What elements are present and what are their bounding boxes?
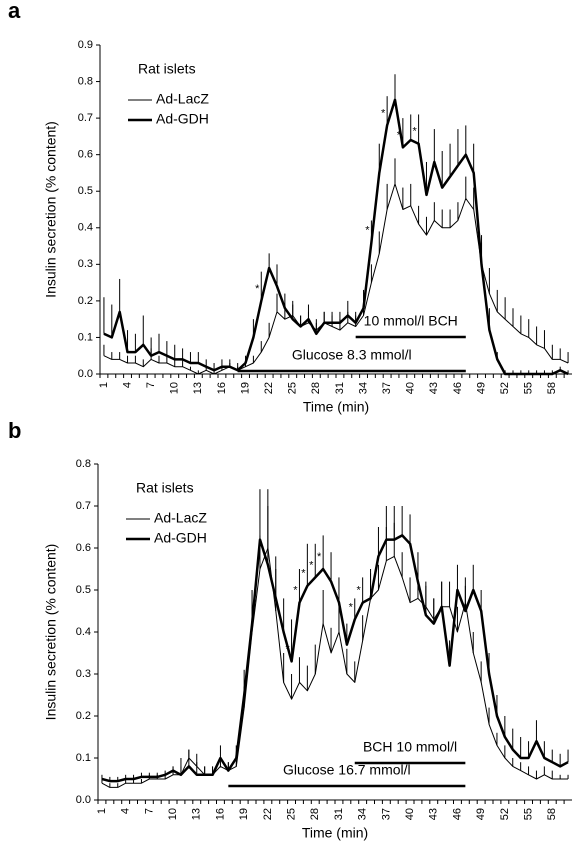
x-tick-label: 52 — [499, 382, 511, 394]
series-line — [101, 534, 569, 783]
x-tick-label: 43 — [428, 382, 440, 394]
y-tick-label: 0.1 — [76, 752, 91, 764]
x-axis-title: Time (min) — [302, 825, 368, 841]
significance-mark: * — [317, 551, 322, 563]
period-label: Glucose 16.7 mmol/l — [283, 762, 411, 778]
period-label: Glucose 8.3 mmol/l — [292, 347, 412, 363]
x-tick-label: 4 — [120, 808, 132, 814]
x-tick-label: 52 — [499, 808, 511, 820]
y-tick-label: 0.7 — [78, 112, 93, 124]
x-tick-label: 25 — [285, 808, 297, 820]
significance-mark: * — [357, 585, 362, 597]
significance-mark: * — [397, 129, 402, 141]
y-tick-label: 0.2 — [76, 710, 91, 722]
significance-mark: * — [349, 601, 354, 613]
legend-label: Ad-LacZ — [154, 510, 207, 526]
significance-mark: * — [365, 224, 370, 236]
x-tick-label: 16 — [214, 808, 226, 820]
x-tick-label: 40 — [405, 382, 417, 394]
x-tick-label: 43 — [428, 808, 440, 820]
y-tick-label: 0.3 — [78, 258, 93, 270]
y-tick-label: 0.4 — [76, 626, 91, 638]
x-tick-label: 22 — [262, 808, 274, 820]
x-tick-label: 49 — [475, 382, 487, 394]
y-tick-label: 0.0 — [76, 794, 91, 806]
x-tick-label: 58 — [546, 382, 558, 394]
legend-label: Ad-GDH — [156, 111, 209, 127]
y-tick-label: 0.5 — [76, 584, 91, 596]
y-tick-label: 0.2 — [78, 295, 93, 307]
legend-label: Ad-LacZ — [156, 91, 209, 107]
panel-label: b — [8, 418, 21, 443]
x-tick-label: 19 — [238, 808, 250, 820]
x-tick-label: 1 — [96, 808, 108, 814]
x-tick-label: 28 — [310, 382, 322, 394]
x-axis-title: Time (min) — [303, 399, 369, 415]
significance-mark: * — [309, 559, 314, 571]
period-label: BCH 10 mmol/l — [363, 739, 457, 755]
significance-mark: * — [293, 585, 298, 597]
x-tick-label: 16 — [216, 382, 228, 394]
x-tick-label: 34 — [357, 382, 369, 394]
x-tick-label: 31 — [334, 382, 346, 394]
x-tick-label: 13 — [192, 382, 204, 394]
y-tick-label: 0.3 — [76, 668, 91, 680]
significance-mark: * — [412, 126, 417, 138]
y-tick-label: 0.9 — [78, 39, 93, 51]
x-tick-label: 58 — [546, 808, 558, 820]
x-tick-label: 55 — [523, 382, 535, 394]
panel-label: a — [8, 0, 21, 23]
subtitle: Rat islets — [138, 61, 196, 77]
legend-label: Ad-GDH — [154, 530, 207, 546]
x-tick-label: 10 — [169, 382, 181, 394]
series-line — [101, 547, 568, 788]
x-tick-label: 22 — [263, 382, 275, 394]
x-tick-label: 55 — [522, 808, 534, 820]
period-label: 10 mmol/l BCH — [364, 313, 458, 329]
x-tick-label: 49 — [475, 808, 487, 820]
y-tick-label: 0.7 — [76, 500, 91, 512]
y-tick-label: 0.6 — [76, 542, 91, 554]
subtitle: Rat islets — [136, 480, 194, 496]
x-tick-label: 46 — [452, 382, 464, 394]
x-tick-label: 13 — [191, 808, 203, 820]
series-line — [103, 98, 569, 376]
x-tick-label: 34 — [357, 808, 369, 820]
significance-mark: * — [301, 568, 306, 580]
x-tick-label: 37 — [381, 382, 393, 394]
y-tick-label: 0.4 — [78, 222, 93, 234]
x-tick-label: 7 — [145, 382, 157, 388]
x-tick-label: 1 — [98, 382, 110, 388]
x-tick-label: 37 — [380, 808, 392, 820]
y-axis-title: Insulin secretion (% content) — [43, 121, 59, 298]
x-tick-label: 10 — [167, 808, 179, 820]
x-tick-label: 28 — [309, 808, 321, 820]
x-tick-label: 19 — [239, 382, 251, 394]
y-tick-label: 0.1 — [78, 331, 93, 343]
significance-mark: * — [381, 107, 386, 119]
y-tick-label: 0.0 — [78, 368, 93, 380]
x-tick-label: 40 — [404, 808, 416, 820]
y-axis-title: Insulin secretion (% content) — [43, 544, 59, 721]
y-tick-label: 0.6 — [78, 149, 93, 161]
y-tick-label: 0.5 — [78, 185, 93, 197]
x-tick-label: 46 — [451, 808, 463, 820]
x-tick-label: 25 — [287, 382, 299, 394]
y-tick-label: 0.8 — [78, 75, 93, 87]
significance-mark: * — [255, 283, 260, 295]
x-tick-label: 4 — [121, 382, 133, 388]
significance-mark: * — [285, 643, 290, 655]
x-tick-label: 7 — [143, 808, 155, 814]
y-tick-label: 0.8 — [76, 458, 91, 470]
x-tick-label: 31 — [333, 808, 345, 820]
series-line — [103, 183, 569, 375]
